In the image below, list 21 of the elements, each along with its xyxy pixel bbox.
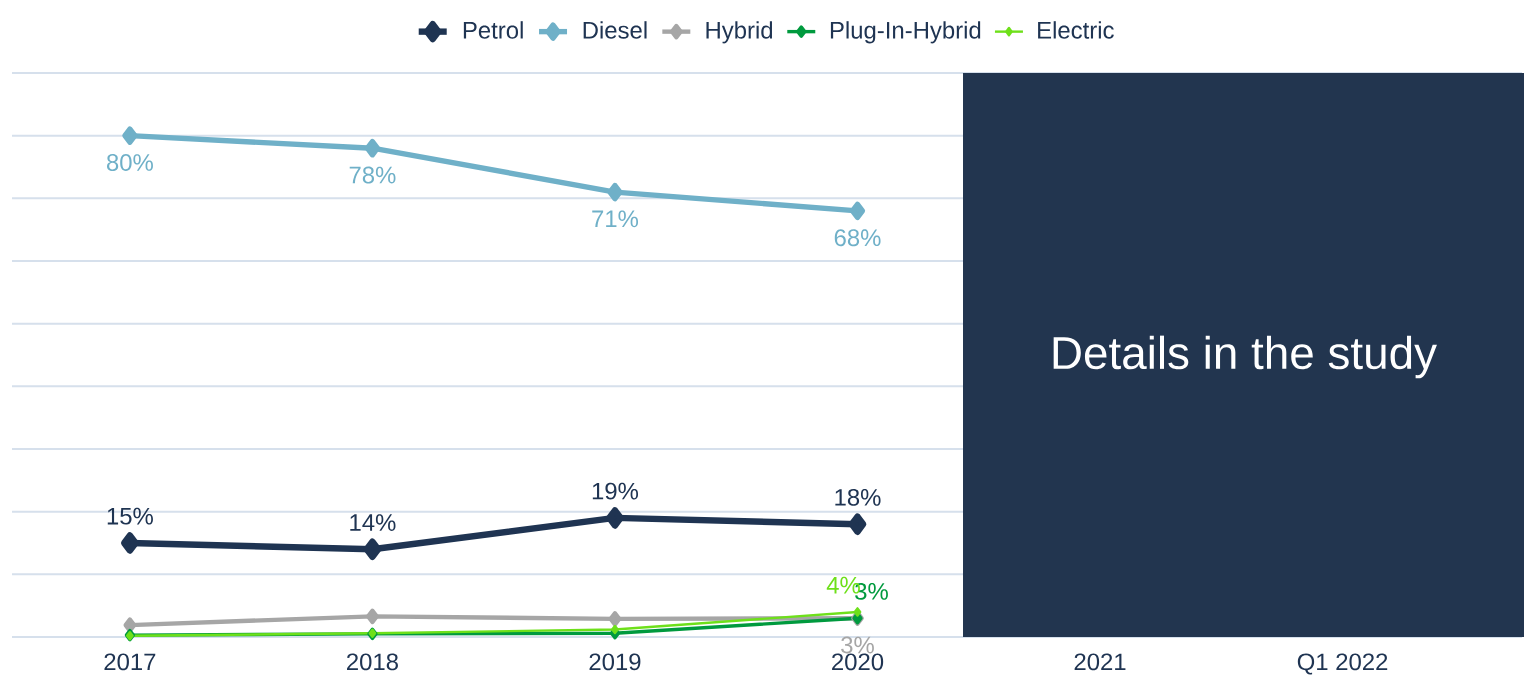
data-label: 71% [592, 210, 639, 228]
x-tick-label: 2019 [589, 653, 641, 671]
data-label: 14% [350, 514, 396, 531]
x-tick-label: 2017 [104, 653, 156, 671]
data-label: 3% [841, 636, 874, 654]
legend-label: Plug-In-Hybrid [830, 21, 981, 44]
x-tick-label: 2021 [1074, 653, 1126, 671]
legend-label: Hybrid [706, 21, 773, 44]
x-tick-label: Q1 2022 [1297, 653, 1388, 675]
data-label: 68% [834, 229, 881, 247]
legend-label: Electric [1038, 21, 1114, 39]
data-label: 78% [349, 166, 396, 184]
legend-label: Petrol [463, 21, 523, 39]
data-label: 18% [835, 488, 881, 506]
legend-label: Diesel [583, 21, 647, 39]
x-tick-label: 2018 [347, 653, 398, 671]
data-label: 80% [106, 154, 153, 171]
x-tick-label: 2020 [832, 653, 884, 671]
data-label: 15% [107, 507, 153, 525]
data-label: 19% [592, 482, 639, 500]
annotation: Details in the study [1053, 335, 1437, 379]
